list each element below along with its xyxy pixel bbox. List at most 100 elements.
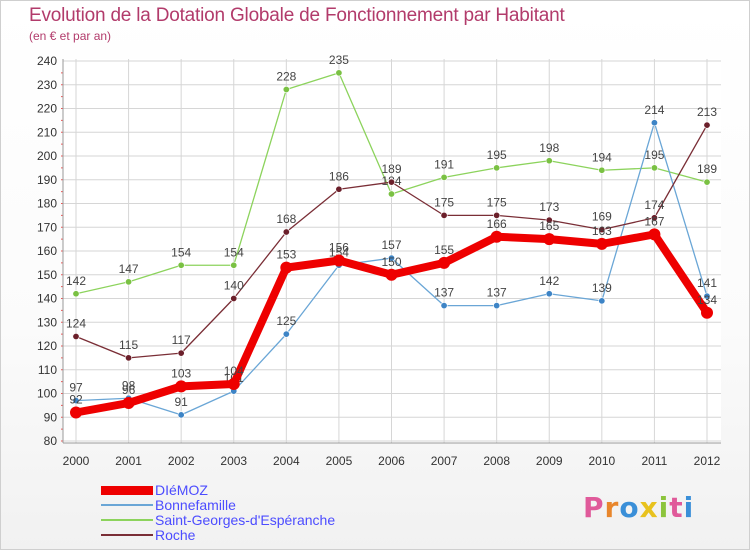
data-point xyxy=(335,185,343,193)
data-label: 198 xyxy=(539,141,559,155)
y-tick-label: 190 xyxy=(37,173,57,187)
x-tick-label: 2002 xyxy=(168,454,195,468)
data-point xyxy=(280,261,293,274)
y-tick-label: 180 xyxy=(37,197,57,211)
data-label: 115 xyxy=(119,338,138,352)
data-label: 96 xyxy=(122,383,136,397)
data-point xyxy=(387,254,395,262)
y-tick-label: 200 xyxy=(37,149,57,163)
data-point xyxy=(438,256,451,269)
y-tick-label: 140 xyxy=(37,292,57,306)
data-label: 156 xyxy=(329,241,349,255)
data-point xyxy=(703,121,711,129)
x-tick-label: 2012 xyxy=(694,454,721,468)
data-point xyxy=(335,69,343,77)
logo-letter: o xyxy=(619,491,640,524)
data-label: 141 xyxy=(697,276,717,290)
y-tick-label: 210 xyxy=(37,125,57,139)
legend-swatch xyxy=(101,534,153,536)
data-point xyxy=(650,119,658,127)
data-point xyxy=(125,354,133,362)
data-label: 103 xyxy=(171,366,191,380)
data-label: 134 xyxy=(697,293,717,307)
data-point xyxy=(650,164,658,172)
data-point xyxy=(122,397,135,409)
data-label: 139 xyxy=(592,281,612,295)
y-tick-label: 120 xyxy=(37,339,57,353)
data-label: 125 xyxy=(276,314,296,328)
data-label: 168 xyxy=(276,212,296,226)
legend-label: Roche xyxy=(155,527,196,543)
logo-letter: i xyxy=(683,491,695,524)
y-tick-label: 100 xyxy=(37,387,57,401)
data-point xyxy=(177,411,185,419)
data-label: 228 xyxy=(276,70,296,84)
chart-title: Evolution de la Dotation Globale de Fonc… xyxy=(29,5,565,26)
data-point xyxy=(545,216,553,224)
data-label: 166 xyxy=(487,217,507,231)
logo-letter: r xyxy=(604,491,620,524)
x-tick-label: 2005 xyxy=(326,454,353,468)
data-label: 157 xyxy=(381,238,401,252)
data-point xyxy=(440,211,448,219)
data-point xyxy=(230,294,238,302)
data-label: 165 xyxy=(539,219,559,233)
data-label: 92 xyxy=(69,393,83,407)
data-label: 169 xyxy=(592,210,612,224)
y-tick-label: 170 xyxy=(37,220,57,234)
y-tick-label: 130 xyxy=(37,315,57,329)
x-tick-label: 2006 xyxy=(378,454,405,468)
series-saint-georges-d-esp-ranche: 142147154154228235184191195198194195189 xyxy=(66,53,717,298)
data-point xyxy=(387,190,395,198)
y-tick-label: 80 xyxy=(44,434,58,448)
data-point xyxy=(125,278,133,286)
x-tick-label: 2003 xyxy=(220,454,247,468)
series-roche: 124 115 117 140 168 186 189 175 175 173 169 174 213 xyxy=(66,105,717,362)
logo-letter: t xyxy=(669,491,684,524)
legend-label: DIéMOZ xyxy=(155,482,208,498)
data-point xyxy=(440,173,448,181)
y-tick-label: 160 xyxy=(37,244,57,258)
data-label: 137 xyxy=(434,286,454,300)
data-point xyxy=(387,178,395,186)
x-tick-label: 2001 xyxy=(115,454,142,468)
y-tick-label: 230 xyxy=(37,78,57,92)
data-point xyxy=(282,330,290,338)
data-label: 186 xyxy=(329,169,349,183)
x-tick-label: 2010 xyxy=(588,454,615,468)
data-point xyxy=(701,306,713,319)
data-point xyxy=(598,297,606,305)
data-label: 213 xyxy=(697,105,717,119)
data-point xyxy=(72,397,80,405)
data-point xyxy=(595,237,608,250)
data-point xyxy=(177,349,185,357)
legend-swatch xyxy=(101,485,153,495)
logo-letter: P xyxy=(583,491,605,524)
data-point xyxy=(545,157,553,165)
data-label: 214 xyxy=(644,103,664,117)
data-label: 117 xyxy=(172,333,191,347)
data-point xyxy=(332,254,345,267)
data-label: 153 xyxy=(276,248,296,262)
y-tick-label: 150 xyxy=(37,268,57,282)
data-point xyxy=(648,228,661,241)
y-tick-label: 220 xyxy=(37,102,57,116)
data-label: 142 xyxy=(66,274,86,288)
data-label: 97 xyxy=(69,381,83,395)
series-di-moz: 92 96 103 104 153 156 150 155 166 165 163 167 134 xyxy=(69,214,717,419)
data-point xyxy=(493,164,501,172)
legend-label: Bonnefamille xyxy=(155,497,236,513)
x-tick-label: 2000 xyxy=(63,454,90,468)
y-tick-label: 110 xyxy=(38,363,57,377)
data-label: 104 xyxy=(224,364,244,378)
x-tick-label: 2011 xyxy=(642,454,668,468)
data-label: 191 xyxy=(434,157,454,171)
data-label: 195 xyxy=(487,148,507,162)
data-point xyxy=(490,230,503,243)
data-label: 150 xyxy=(381,255,401,269)
data-point xyxy=(70,406,82,419)
data-point xyxy=(385,268,398,281)
data-point xyxy=(440,302,448,310)
data-point xyxy=(72,290,80,298)
